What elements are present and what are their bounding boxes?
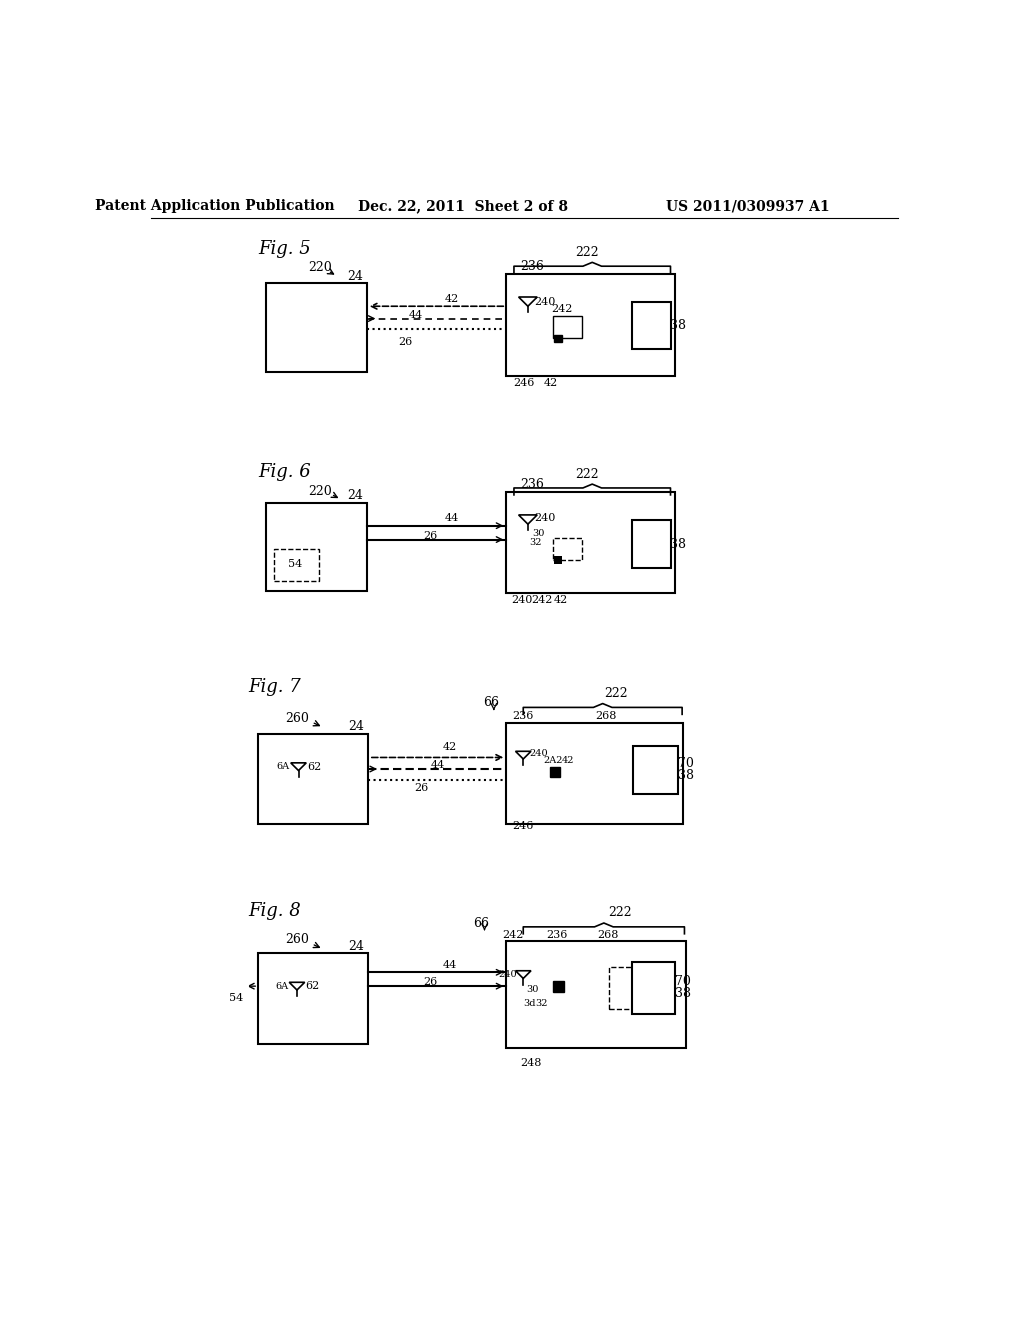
Text: 242: 242 — [531, 594, 553, 605]
Text: 66: 66 — [473, 916, 488, 929]
Text: 54: 54 — [289, 560, 302, 569]
Bar — [506, 275, 675, 376]
Text: 66: 66 — [482, 696, 499, 709]
Text: 2A2: 2A2 — [543, 756, 562, 766]
Text: 240: 240 — [535, 297, 556, 306]
Text: 240: 240 — [499, 970, 517, 979]
Bar — [553, 539, 583, 560]
Bar — [554, 557, 562, 564]
Text: 38: 38 — [678, 770, 694, 783]
Text: 32: 32 — [529, 539, 542, 546]
Bar — [632, 302, 671, 350]
Text: 222: 222 — [604, 686, 628, 700]
Text: 62: 62 — [307, 762, 322, 772]
Text: 42: 42 — [544, 379, 558, 388]
Text: 44: 44 — [431, 760, 445, 770]
Text: 32: 32 — [536, 999, 548, 1007]
Text: Fig. 7: Fig. 7 — [248, 678, 301, 697]
Bar — [554, 335, 562, 342]
Text: 246: 246 — [513, 379, 535, 388]
Text: Fig. 8: Fig. 8 — [248, 902, 301, 920]
Text: 268: 268 — [598, 929, 620, 940]
Text: 44: 44 — [442, 960, 457, 970]
Text: 38: 38 — [671, 319, 686, 333]
Text: Fig. 5: Fig. 5 — [258, 240, 311, 259]
Text: 236: 236 — [520, 478, 544, 491]
Text: 38: 38 — [671, 537, 686, 550]
Text: Patent Application Publication: Patent Application Publication — [95, 199, 335, 213]
Text: 26: 26 — [423, 977, 437, 987]
Text: 222: 222 — [575, 467, 599, 480]
Bar — [608, 966, 643, 1010]
Text: 38: 38 — [675, 987, 691, 1001]
Text: 246: 246 — [513, 821, 534, 832]
Text: 260: 260 — [285, 933, 309, 946]
Bar — [550, 767, 560, 777]
Text: 6A: 6A — [274, 982, 288, 990]
Text: 44: 44 — [410, 310, 424, 319]
Text: 24: 24 — [347, 490, 362, 502]
Bar — [553, 981, 563, 991]
Text: 240: 240 — [535, 513, 556, 523]
Text: US 2011/0309937 A1: US 2011/0309937 A1 — [667, 199, 829, 213]
Text: 248: 248 — [520, 1059, 542, 1068]
Bar — [258, 734, 369, 825]
Text: 24: 24 — [348, 940, 365, 953]
Text: 24: 24 — [348, 721, 365, 733]
Text: Fig. 6: Fig. 6 — [258, 463, 311, 480]
Text: 42: 42 — [444, 294, 459, 305]
Text: 268: 268 — [595, 711, 616, 721]
Text: 220: 220 — [308, 261, 332, 275]
Text: 62: 62 — [305, 981, 319, 991]
Text: 42: 42 — [553, 594, 567, 605]
Bar — [632, 520, 671, 568]
Text: 236: 236 — [547, 929, 568, 940]
Text: 30: 30 — [532, 529, 545, 537]
Text: 236: 236 — [512, 711, 534, 721]
Bar — [632, 961, 675, 1014]
Text: 70: 70 — [678, 758, 694, 770]
Text: 30: 30 — [526, 986, 539, 994]
Text: 26: 26 — [398, 337, 413, 347]
Text: 242: 242 — [503, 929, 523, 940]
Text: 44: 44 — [444, 513, 459, 523]
Text: 24: 24 — [347, 269, 362, 282]
Text: 260: 260 — [285, 711, 309, 725]
Bar — [266, 503, 367, 591]
Text: 54: 54 — [229, 993, 244, 1003]
Bar — [273, 549, 318, 581]
Text: 42: 42 — [562, 756, 574, 766]
Text: 220: 220 — [308, 486, 332, 499]
Text: 6A: 6A — [276, 762, 290, 771]
Bar — [258, 953, 369, 1044]
Text: 3d: 3d — [523, 999, 536, 1007]
Text: 242: 242 — [551, 305, 572, 314]
Bar — [506, 941, 686, 1048]
Bar — [553, 317, 583, 338]
Bar — [266, 284, 367, 372]
Text: 70: 70 — [675, 975, 691, 989]
Bar — [506, 492, 675, 594]
Text: 240: 240 — [511, 594, 532, 605]
Text: 222: 222 — [608, 907, 632, 920]
Text: 240: 240 — [529, 750, 548, 758]
Text: 42: 42 — [442, 742, 457, 752]
Bar — [506, 723, 683, 825]
Bar — [633, 746, 678, 793]
Text: 26: 26 — [414, 783, 428, 793]
Text: 222: 222 — [575, 246, 599, 259]
Text: 26: 26 — [423, 531, 437, 541]
Text: 236: 236 — [520, 260, 544, 273]
Text: Dec. 22, 2011  Sheet 2 of 8: Dec. 22, 2011 Sheet 2 of 8 — [357, 199, 567, 213]
